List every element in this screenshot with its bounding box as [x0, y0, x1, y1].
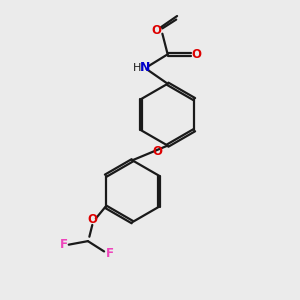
Text: F: F — [59, 238, 68, 250]
Text: F: F — [105, 247, 113, 260]
Text: H: H — [133, 63, 141, 73]
Text: O: O — [152, 145, 162, 158]
Text: O: O — [191, 48, 201, 61]
Text: O: O — [87, 213, 97, 226]
Text: N: N — [140, 61, 150, 74]
Text: O: O — [151, 24, 161, 37]
